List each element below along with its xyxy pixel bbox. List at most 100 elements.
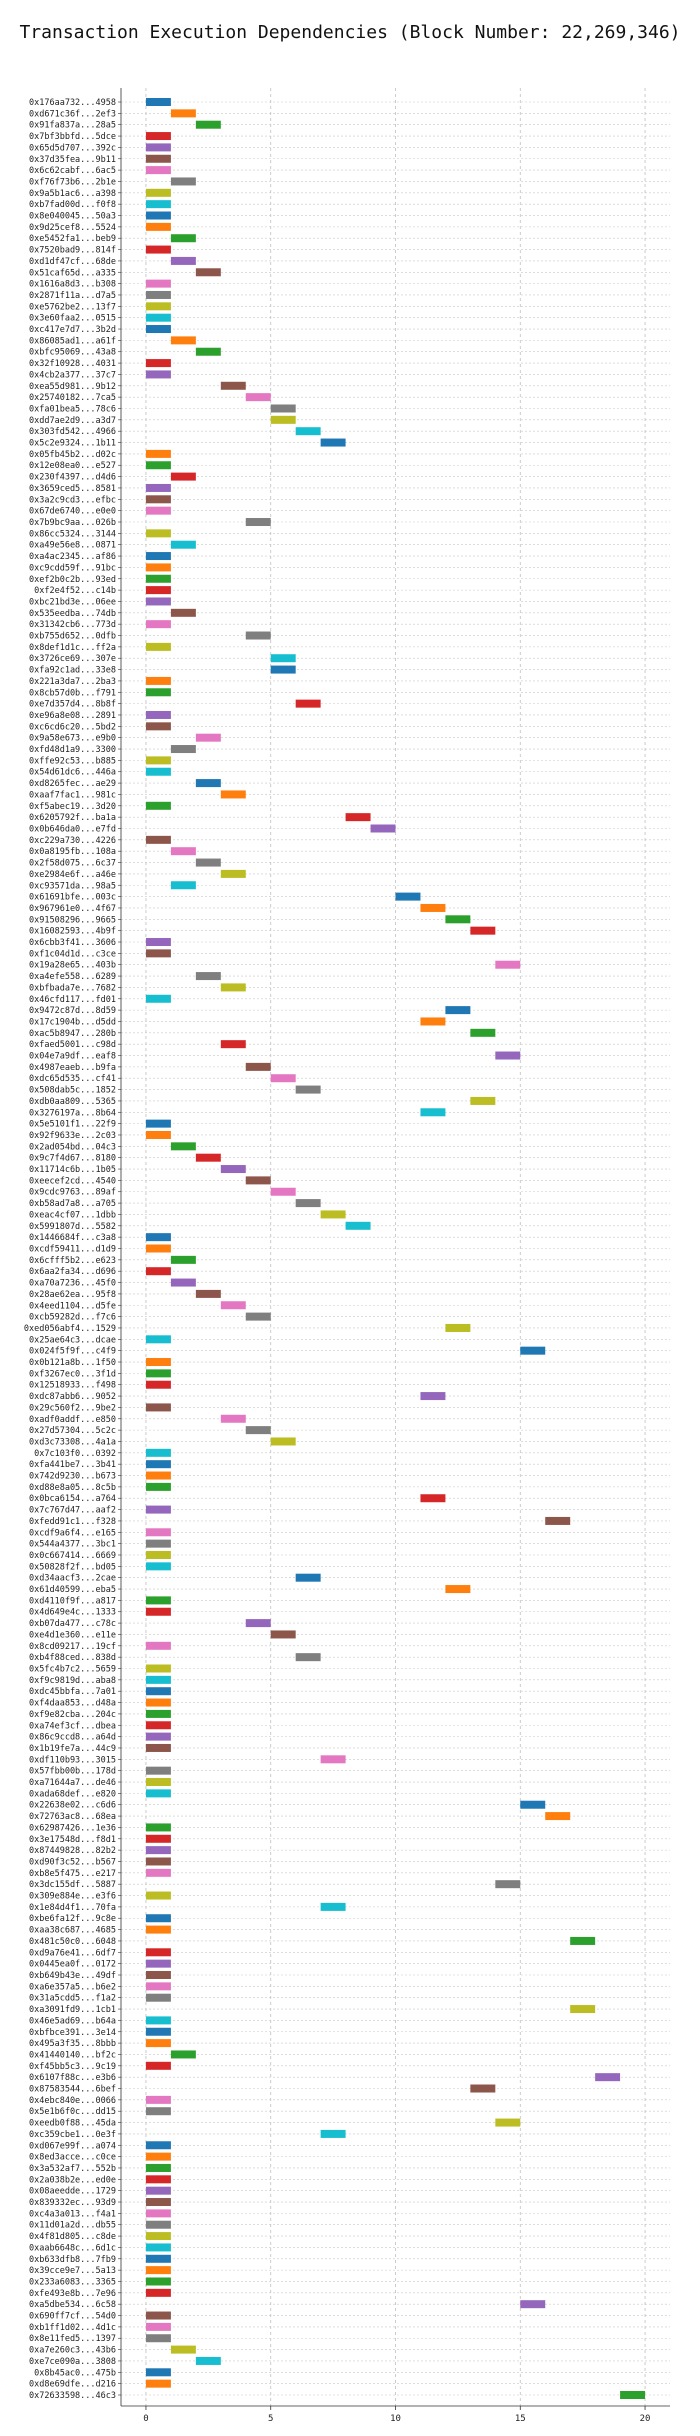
y-tick-label: 0x3726ce69...307e [29, 654, 116, 664]
y-tick-label: 0xd4110f9f...a817 [29, 1596, 116, 1606]
y-tick-label: 0x65d5d707...392c [29, 143, 116, 153]
transaction-bar [170, 109, 196, 118]
transaction-bar [170, 336, 196, 345]
y-tick-label: 0xa5dbe534...6c58 [29, 2300, 116, 2310]
transaction-bar [145, 1846, 171, 1855]
transaction-bar [145, 290, 171, 299]
transaction-bar [145, 1471, 171, 1480]
y-tick-label: 0xc93571da...98a5 [29, 881, 116, 891]
transaction-bar [145, 302, 171, 311]
transaction-bar [520, 1346, 546, 1355]
y-tick-label: 0x8cd09217...19cf [29, 1642, 116, 1652]
transaction-bar [145, 370, 171, 379]
y-tick-label: 0xd671c36f...2ef3 [29, 109, 116, 119]
transaction-bar [545, 1516, 571, 1525]
y-tick-label: 0x46cfd117...fd01 [29, 995, 116, 1005]
y-tick-label: 0x54d61dc6...446a [29, 768, 116, 778]
y-tick-label: 0x0b646da0...e7fd [29, 824, 116, 834]
transaction-bar [145, 1959, 171, 1968]
y-tick-label: 0x92f9633e...2c03 [29, 1131, 116, 1141]
y-tick-label: 0xb633dfb8...7fb9 [29, 2255, 116, 2265]
transaction-bar [445, 915, 471, 924]
transaction-bar [145, 449, 171, 458]
transaction-bar [195, 1153, 221, 1162]
transaction-bar [220, 790, 246, 799]
y-tick-label: 0x3a2c9cd3...efbc [29, 495, 116, 505]
transaction-bar [145, 1982, 171, 1991]
y-tick-label: 0xaa38c687...4685 [29, 1926, 116, 1936]
transaction-bar [195, 972, 221, 981]
y-tick-label: 0x4d649e4c...1333 [29, 1608, 116, 1618]
y-tick-label: 0x9c7f4d67...8180 [29, 1154, 116, 1164]
y-tick-label: 0xd3c73308...4a1a [29, 1437, 116, 1447]
transaction-bar [145, 1380, 171, 1389]
transaction-bar [420, 1108, 446, 1117]
y-tick-label: 0xf2e4f52...c14b [34, 586, 116, 596]
y-tick-label: 0xc4a3a013...f4a1 [29, 2209, 116, 2219]
y-tick-label: 0xdb0aa809...5365 [29, 1097, 116, 1107]
transaction-bar [145, 1460, 171, 1469]
transaction-bar [270, 1074, 296, 1083]
y-tick-label: 0x024f5f9f...c4f9 [29, 1347, 116, 1357]
y-tick-label: 0x61691bfe...003c [29, 893, 116, 903]
transaction-bar [545, 1812, 571, 1821]
transaction-bar [570, 2005, 596, 2014]
transaction-bar [145, 222, 171, 231]
y-tick-label: 0xdd7ae2d9...a3d7 [29, 416, 116, 426]
y-tick-label: 0xcdf9a6f4...e165 [29, 1528, 116, 1538]
chart-title: Transaction Execution Dependencies (Bloc… [19, 22, 681, 43]
transaction-bar [145, 359, 171, 368]
y-tick-label: 0x6205792f...ba1a [29, 813, 116, 823]
transaction-bar [145, 2243, 171, 2252]
transaction-bar [195, 268, 221, 277]
y-tick-label: 0x3a532af7...552b [29, 2164, 116, 2174]
transaction-bar [145, 1528, 171, 1537]
transaction-bar [170, 847, 196, 856]
y-tick-label: 0x25740182...7ca5 [29, 393, 116, 403]
transaction-bar [145, 1721, 171, 1730]
transaction-bar [145, 2254, 171, 2263]
y-tick-label: 0x4cb2a377...37c7 [29, 370, 116, 380]
transaction-bar [145, 676, 171, 685]
y-tick-label: 0x3659ced5...8581 [29, 484, 116, 494]
y-tick-label: 0x3276197a...8b64 [29, 1108, 116, 1118]
transaction-bar [145, 1335, 171, 1344]
y-tick-label: 0xc359cbe1...0e3f [29, 2130, 116, 2140]
y-tick-label: 0x72633598...46c3 [29, 2391, 116, 2401]
y-tick-label: 0xeac4cf07...1dbb [29, 1210, 116, 1220]
transaction-bar [295, 1199, 321, 1208]
y-tick-label: 0x05fb45b2...d02c [29, 450, 116, 460]
y-tick-label: 0x508dab5c...1852 [29, 1086, 116, 1096]
transaction-bar [145, 597, 171, 606]
transaction-bar [245, 631, 271, 640]
y-tick-label: 0xf9c9819d...aba8 [29, 1676, 116, 1686]
y-tick-label: 0x2ad054bd...04c3 [29, 1142, 116, 1152]
y-tick-label: 0xf45bb5c3...9c19 [29, 2062, 116, 2072]
transaction-bar [145, 2027, 171, 2036]
transaction-bar [245, 1062, 271, 1071]
y-tick-label: 0x2f58d075...6c37 [29, 859, 116, 869]
transaction-bar [145, 2232, 171, 2241]
y-tick-label: 0x39cce9e7...5a13 [29, 2266, 116, 2276]
y-tick-label: 0x32f10928...4031 [29, 359, 116, 369]
transaction-bar [145, 1607, 171, 1616]
y-tick-label: 0x0b121a8b...1f50 [29, 1358, 116, 1368]
y-tick-label: 0xeedb0f88...45da [29, 2119, 116, 2129]
y-tick-label: 0x22638e02...c6d6 [29, 1801, 116, 1811]
transaction-bar [145, 2095, 171, 2104]
y-tick-label: 0x1616a8d3...b308 [29, 280, 116, 290]
transaction-bar [245, 1312, 271, 1321]
y-tick-label: 0x1b19fe7a...44c9 [29, 1744, 116, 1754]
transaction-bar [270, 1437, 296, 1446]
transaction-bar [170, 745, 196, 754]
y-tick-label: 0x04e7a9df...eaf8 [29, 1052, 116, 1062]
transaction-bar [145, 756, 171, 765]
transaction-bar [170, 881, 196, 890]
y-tick-label: 0x9472c87d...8d59 [29, 1006, 116, 1016]
y-tick-label: 0x6c62cabf...6ac5 [29, 166, 116, 176]
y-tick-label: 0xd34aacf3...2cae [29, 1574, 116, 1584]
y-tick-label: 0x16082593...4b9f [29, 927, 116, 937]
y-tick-label: 0x9d25cef8...5524 [29, 223, 116, 233]
transaction-bar [145, 688, 171, 697]
y-tick-label: 0x233a6083...3365 [29, 2277, 116, 2287]
